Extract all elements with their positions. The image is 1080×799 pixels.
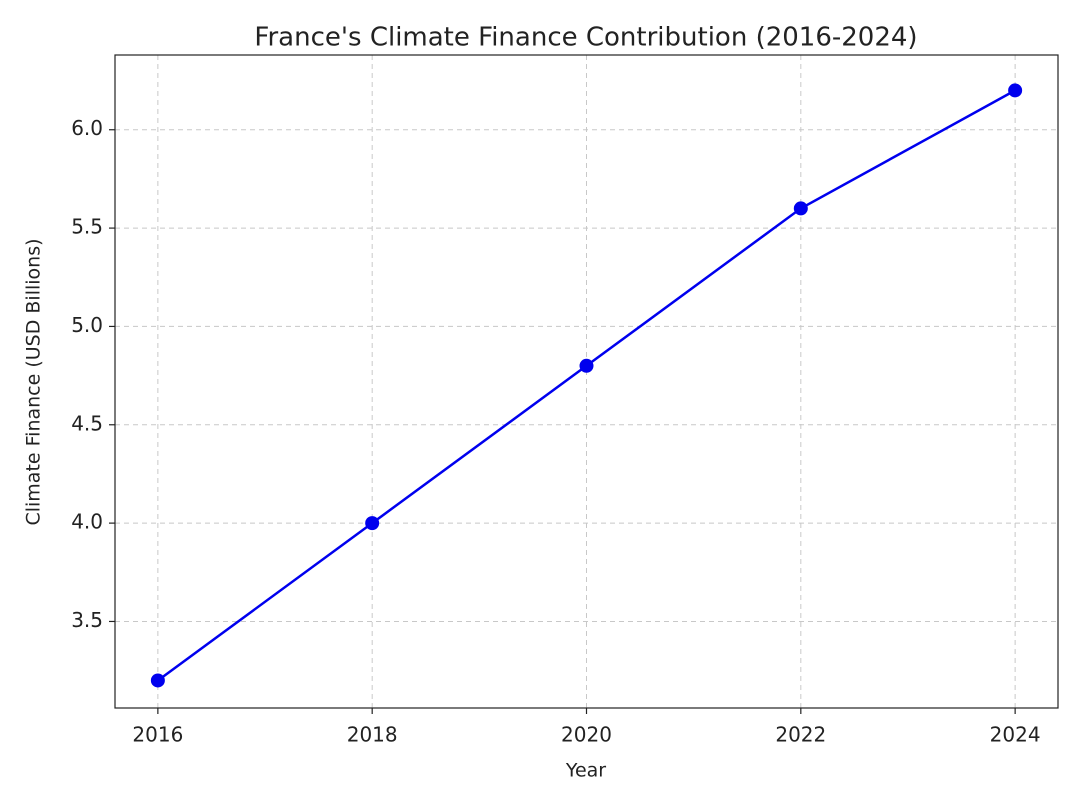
marker xyxy=(150,673,165,688)
y-axis-label: Climate Finance (USD Billions) xyxy=(23,238,45,525)
x-axis-label: Year xyxy=(565,760,606,782)
marker xyxy=(1008,83,1023,98)
plot-frame xyxy=(114,54,1059,709)
x-tick-label: 2020 xyxy=(561,723,612,747)
y-tick-label: 4.5 xyxy=(71,411,103,435)
y-tick-label: 5.0 xyxy=(71,313,103,337)
marker xyxy=(365,516,380,531)
y-tick-label: 4.0 xyxy=(71,510,103,534)
chart-title: France's Climate Finance Contribution (2… xyxy=(254,23,917,53)
marker xyxy=(793,201,808,216)
x-tick-label: 2024 xyxy=(990,723,1041,747)
line xyxy=(157,89,1016,682)
marker xyxy=(579,358,594,373)
x-tick-label: 2018 xyxy=(347,723,398,747)
y-tick-label: 3.5 xyxy=(71,608,103,632)
y-tick-label: 6.0 xyxy=(71,116,103,140)
x-tick-label: 2016 xyxy=(132,723,183,747)
x-tick-label: 2022 xyxy=(775,723,826,747)
y-tick-label: 5.5 xyxy=(71,215,103,239)
